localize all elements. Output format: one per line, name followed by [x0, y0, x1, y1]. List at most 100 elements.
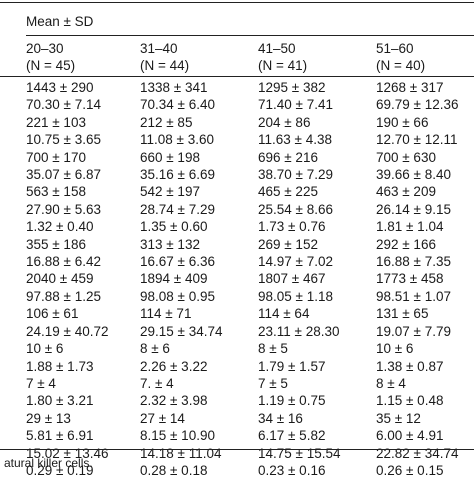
- header-row: 20–30 (N = 45) 31–40 (N = 44) 41–50 (N =…: [0, 40, 474, 74]
- table-cell: 292 ± 166: [376, 236, 436, 252]
- table-row: 1.80 ± 3.21 2.32 ± 3.98 1.19 ± 0.75 1.15 ± …: [0, 392, 474, 409]
- table-cell: 0.23 ± 0.16: [258, 462, 326, 478]
- table-cell: 700 ± 630: [376, 149, 436, 165]
- table-cell: 1268 ± 317: [376, 80, 444, 95]
- top-rule: [0, 2, 474, 3]
- table-cell: 14.97 ± 7.02: [258, 254, 333, 270]
- table-row: 29 ± 13 27 ± 14 34 ± 16 35 ± 12: [0, 410, 474, 427]
- table-cell: 38.70 ± 7.29: [258, 167, 333, 183]
- table-cell: 1295 ± 382: [258, 80, 326, 95]
- table-cell: 98.51 ± 1.07: [376, 288, 451, 304]
- table-cell: 1.38 ± 0.87: [376, 358, 444, 374]
- table-cell: 542 ± 197: [140, 184, 200, 200]
- table-cell: 1.79 ± 1.57: [258, 358, 326, 374]
- table-row: 221 ± 103 212 ± 85 204 ± 86 190 ± 66: [0, 114, 474, 131]
- table-cell: 269 ± 152: [258, 236, 318, 252]
- table-row: 7 ± 4 7. ± 4 7 ± 5 8 ± 4: [0, 375, 474, 392]
- table-cell: 1.32 ± 0.40: [26, 219, 94, 235]
- table-cell: 1.88 ± 1.73: [26, 358, 94, 374]
- column-age-range: 51–60: [376, 41, 414, 56]
- table-cell: 16.88 ± 6.42: [26, 254, 101, 270]
- table-cell: 11.63 ± 4.38: [258, 132, 332, 148]
- table-cell: 27 ± 14: [140, 410, 185, 426]
- table-row: 70.30 ± 7.14 70.34 ± 6.40 71.40 ± 7.41 69.7…: [0, 96, 474, 113]
- column-sample-size: (N = 45): [26, 58, 76, 73]
- table-cell: 1.15 ± 0.48: [376, 393, 444, 409]
- table-row: 10.75 ± 3.65 11.08 ± 3.60 11.63 ± 4.38 12.7…: [0, 131, 474, 148]
- table-cell: 98.08 ± 0.95: [140, 288, 215, 304]
- table-cell: 465 ± 225: [258, 184, 318, 200]
- table-cell: 1338 ± 341: [140, 80, 208, 95]
- table-row: 10 ± 6 8 ± 6 8 ± 5 10 ± 6: [0, 340, 474, 357]
- table-cell: 2040 ± 459: [26, 271, 94, 287]
- table-cell: 35.16 ± 6.69: [140, 167, 215, 183]
- table-cell: 16.67 ± 6.36: [140, 254, 215, 270]
- table-cell: 10 ± 6: [376, 341, 414, 357]
- table-cell: 1.80 ± 3.21: [26, 393, 94, 409]
- table-cell: 69.79 ± 12.36: [376, 97, 459, 113]
- table-cell: 2.26 ± 3.22: [140, 358, 208, 374]
- table-row: 700 ± 170 660 ± 198 696 ± 216 700 ± 630: [0, 149, 474, 166]
- table-row: 1443 ± 290 1338 ± 341 1295 ± 382 1268 ± 317: [0, 79, 474, 96]
- table-cell: 114 ± 64: [258, 306, 310, 322]
- table-cell: 2.32 ± 3.98: [140, 393, 208, 409]
- table-cell: 1443 ± 290: [26, 80, 94, 95]
- table-cell: 0.28 ± 0.18: [140, 462, 208, 478]
- table-cell: 1.73 ± 0.76: [258, 219, 326, 235]
- table-cell: 221 ± 103: [26, 114, 86, 130]
- table-cell: 14.75 ± 15.54: [258, 445, 341, 461]
- table-row: 27.90 ± 5.63 28.74 ± 7.29 25.54 ± 8.66 26.1…: [0, 201, 474, 218]
- table-cell: 19.07 ± 7.79: [376, 323, 451, 339]
- table-cell: 7 ± 5: [258, 375, 288, 391]
- table-cell: 8 ± 5: [258, 341, 288, 357]
- table-row: 563 ± 158 542 ± 197 465 ± 225 463 ± 209: [0, 183, 474, 200]
- table-cell: 23.11 ± 28.30: [258, 323, 340, 339]
- table-cell: 26.14 ± 9.15: [376, 201, 451, 217]
- table-cell: 27.90 ± 5.63: [26, 201, 101, 217]
- table-cell: 10 ± 6: [26, 341, 64, 357]
- table-cell: 70.30 ± 7.14: [26, 97, 101, 113]
- bottom-rule: [0, 449, 474, 450]
- table-cell: 463 ± 209: [376, 184, 436, 200]
- table-cell: 35 ± 12: [376, 410, 421, 426]
- table-cell: 29.15 ± 34.74: [140, 323, 223, 339]
- table-cell: 71.40 ± 7.41: [258, 97, 333, 113]
- stat-label-rule: [26, 35, 474, 36]
- table-cell: 1807 ± 467: [258, 271, 326, 287]
- table-cell: 35.07 ± 6.87: [26, 167, 101, 183]
- table-cell: 12.70 ± 12.11: [376, 132, 458, 148]
- column-sample-size: (N = 40): [376, 58, 426, 73]
- table-cell: 98.05 ± 1.18: [258, 288, 333, 304]
- table-cell: 8 ± 6: [140, 341, 170, 357]
- column-sample-size: (N = 44): [140, 58, 190, 73]
- table-cell: 660 ± 198: [140, 149, 200, 165]
- table-cell: 563 ± 158: [26, 184, 86, 200]
- table-cell: 8 ± 4: [376, 375, 406, 391]
- table-cell: 7 ± 4: [26, 375, 56, 391]
- table-footnote: atural killer cells.: [4, 456, 93, 470]
- table-cell: 700 ± 170: [26, 149, 86, 165]
- table-cell: 1894 ± 409: [140, 271, 208, 287]
- column-age-range: 20–30: [26, 41, 64, 56]
- table-cell: 131 ± 65: [376, 306, 429, 322]
- table-cell: 190 ± 66: [376, 114, 429, 130]
- table-cell: 25.54 ± 8.66: [258, 201, 333, 217]
- table-row: 35.07 ± 6.87 35.16 ± 6.69 38.70 ± 7.29 39.6…: [0, 166, 474, 183]
- table-cell: 6.00 ± 4.91: [376, 428, 444, 444]
- table-cell: 114 ± 71: [140, 306, 192, 322]
- table-row: 5.81 ± 6.91 8.15 ± 10.90 6.17 ± 5.82 6.00 ±…: [0, 427, 474, 444]
- table-row: 97.88 ± 1.25 98.08 ± 0.95 98.05 ± 1.18 98.5…: [0, 288, 474, 305]
- table-row: 106 ± 61 114 ± 71 114 ± 64 131 ± 65: [0, 305, 474, 322]
- column-age-range: 31–40: [140, 41, 178, 56]
- table-cell: 34 ± 16: [258, 410, 303, 426]
- table-cell: 5.81 ± 6.91: [26, 428, 94, 444]
- table-row: 24.19 ± 40.72 29.15 ± 34.74 23.11 ± 28.30 1…: [0, 323, 474, 340]
- table-cell: 6.17 ± 5.82: [258, 428, 326, 444]
- table-cell: 204 ± 86: [258, 114, 311, 130]
- column-header-4: 51–60 (N = 40): [376, 40, 425, 74]
- column-header-2: 31–40 (N = 44): [140, 40, 189, 74]
- header-rule: [0, 76, 474, 77]
- table-cell: 28.74 ± 7.29: [140, 201, 215, 217]
- table-row: 2040 ± 459 1894 ± 409 1807 ± 467 1773 ± 458: [0, 270, 474, 287]
- column-header-1: 20–30 (N = 45): [26, 40, 75, 74]
